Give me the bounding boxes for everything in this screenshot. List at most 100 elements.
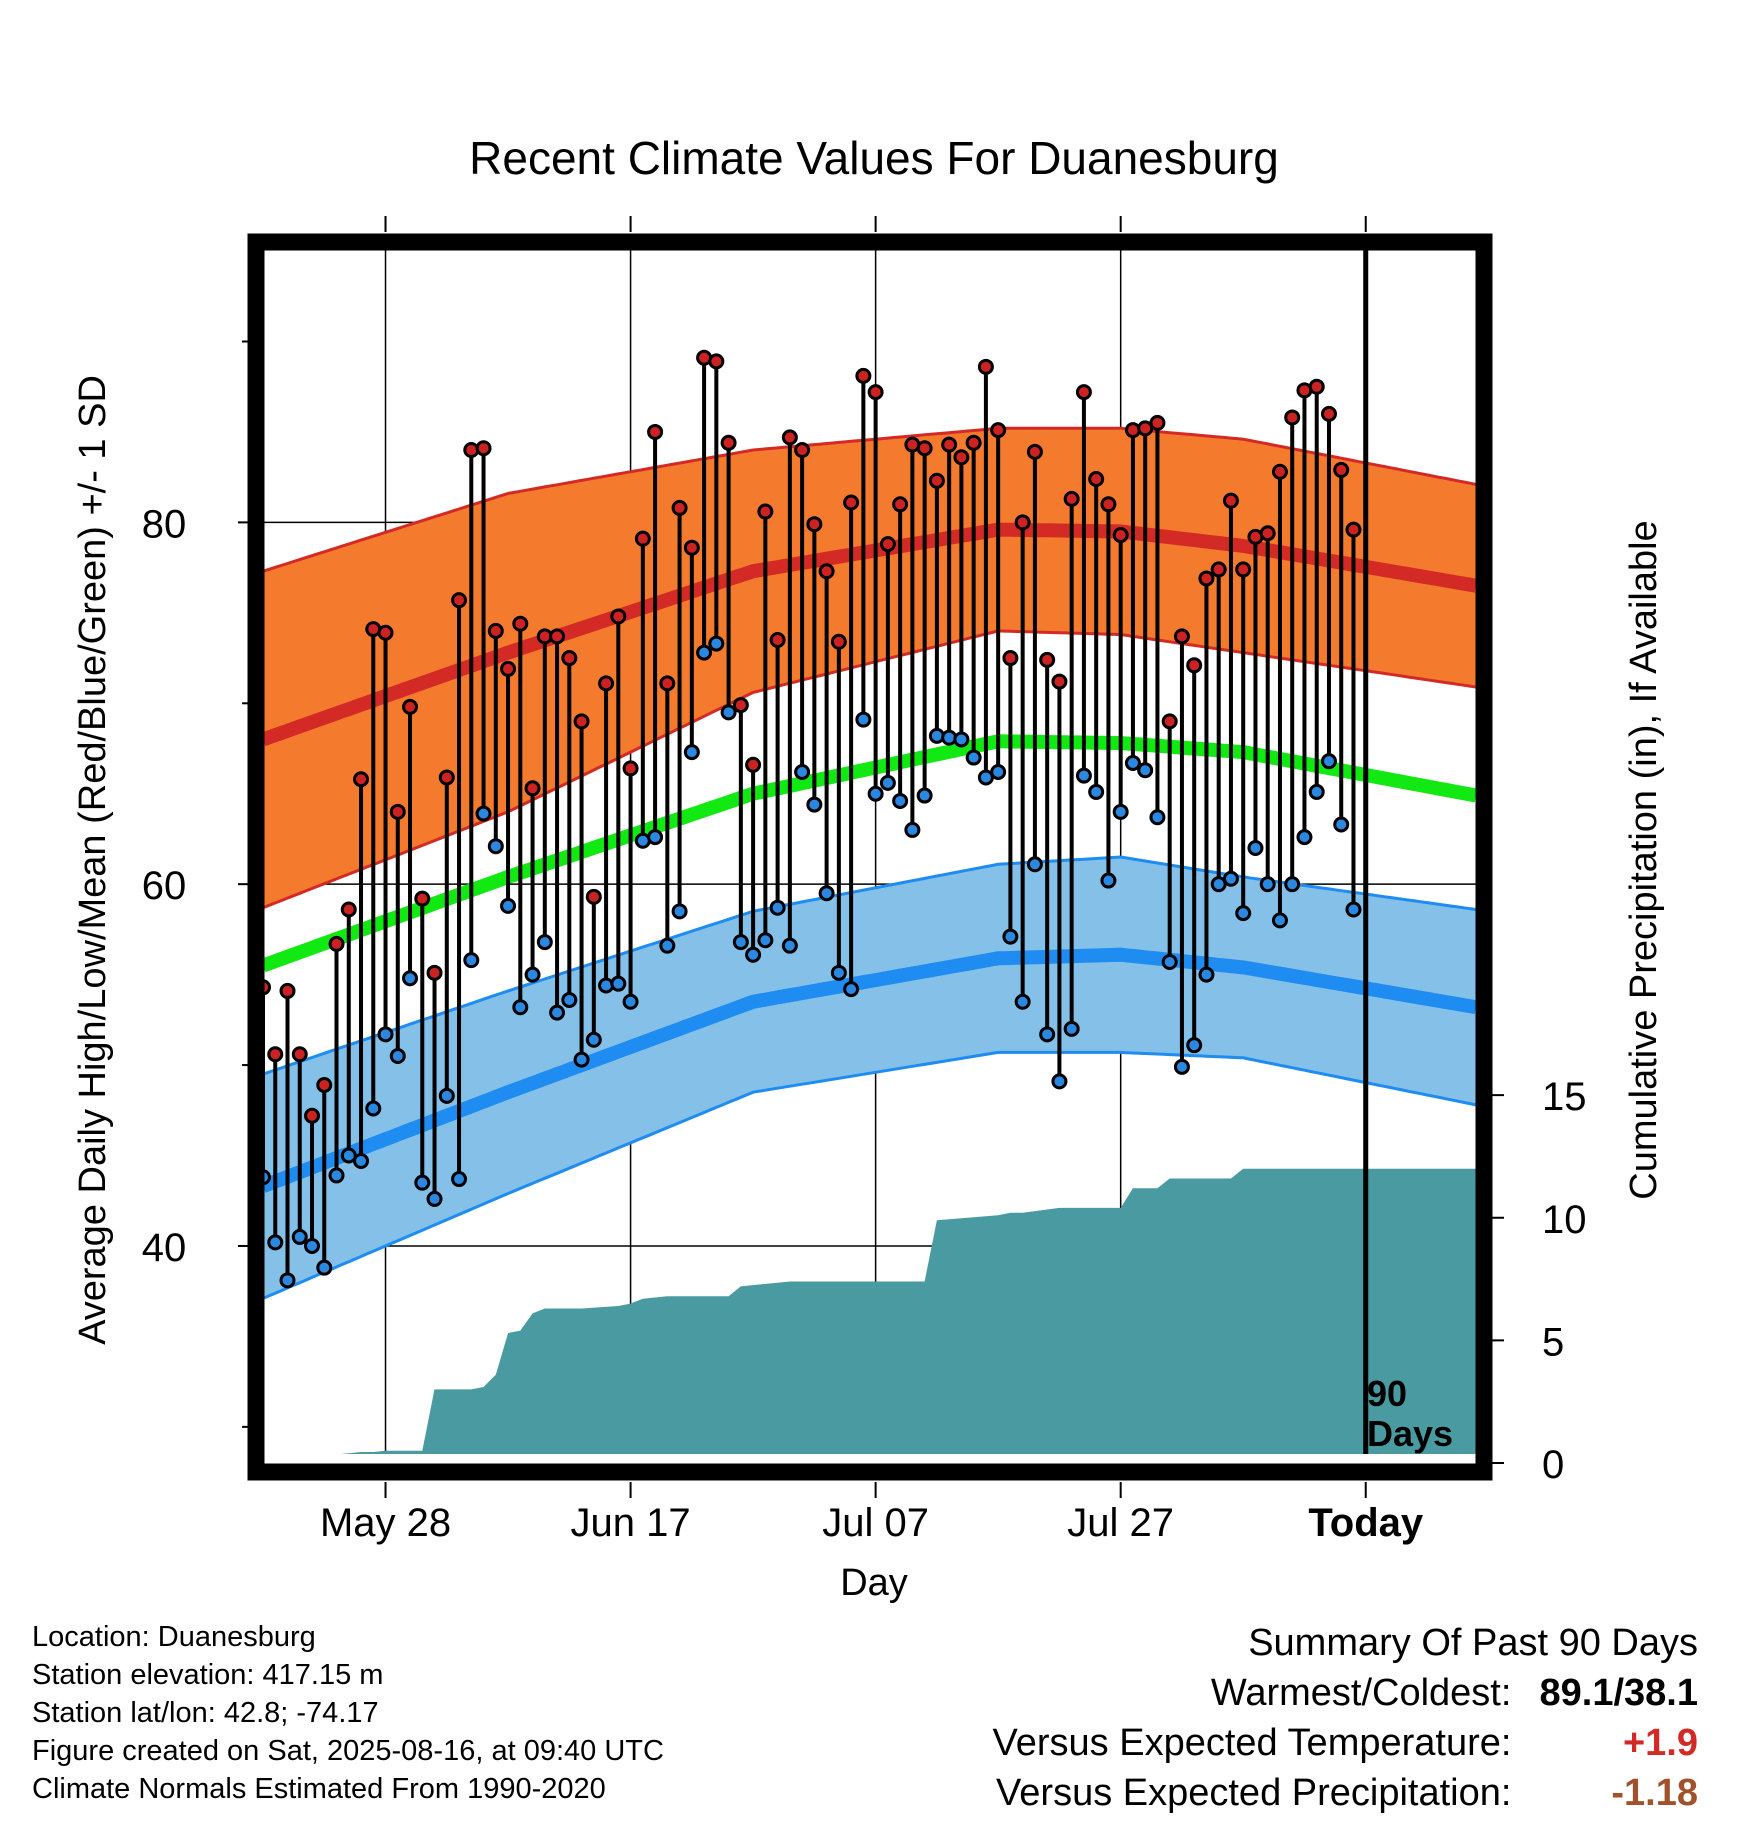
high-point [1002,650,1019,667]
high-point [757,503,774,520]
low-point [1149,809,1166,826]
low-point [1039,1026,1056,1043]
low-point [671,903,688,920]
high-point [928,472,945,489]
high-point [794,442,811,459]
low-point [524,966,541,983]
x-tick-label: Jul 27 [1067,1501,1174,1545]
high-point [953,449,970,466]
high-point [671,499,688,516]
low-point [279,1272,296,1289]
low-point [1345,901,1362,918]
high-point [1271,463,1288,480]
low-point [1320,753,1337,770]
high-point [647,423,664,440]
low-point [745,946,762,963]
y-axis-right: 0 5 10 15 [1488,1075,1587,1487]
summary-heading: Summary Of Past 90 Days [1248,1622,1698,1664]
high-point [328,935,345,952]
low-point [1075,767,1092,784]
low-point [892,792,909,809]
low-point [1051,1073,1068,1090]
x-tick-label: Jul 07 [822,1501,929,1545]
high-point [585,888,602,905]
high-point [941,436,958,453]
summary-panel: Summary Of Past 90 Days Warmest/Coldest:… [993,1618,1698,1818]
station-info: Location: Duanesburg Station elevation: … [32,1618,664,1808]
low-point [585,1031,602,1048]
low-point [867,785,884,802]
high-point [500,660,517,677]
low-point [696,644,713,661]
high-point [451,592,468,609]
low-point [500,897,517,914]
low-point [1259,876,1276,893]
high-point [1161,713,1178,730]
high-point [549,628,566,645]
high-point [1173,628,1190,645]
low-point [263,1169,271,1186]
summary-precip-row: Versus Expected Precipitation: -1.18 [993,1768,1698,1818]
today-days-word: Days [1367,1413,1453,1454]
x-tick-label: May 28 [320,1501,451,1545]
low-point [1124,754,1141,771]
summary-temp-value: +1.9 [1622,1722,1698,1764]
high-point [267,1046,284,1063]
climate-chart: Recent Climate Values For Duanesburg 90 … [72,132,1665,1604]
low-point [438,1087,455,1104]
high-point [316,1076,333,1093]
high-point [1259,525,1276,542]
low-point [1112,803,1129,820]
low-point [1186,1037,1203,1054]
y-tick-label: 40 [142,1226,187,1270]
high-point [1320,405,1337,422]
y2-tick-label: 5 [1542,1320,1564,1364]
low-point [720,704,737,721]
high-point [304,1107,321,1124]
high-point [683,539,700,556]
high-point [867,384,884,401]
high-point [389,803,406,820]
high-point [708,353,725,370]
high-point [1345,521,1362,538]
high-point [1063,490,1080,507]
high-point [561,650,578,667]
y-axis-label: Average Daily High/Low/Mean (Red/Blue/Gr… [72,375,114,1345]
low-point [1088,783,1105,800]
low-point [304,1237,321,1254]
low-point [402,970,419,987]
high-point [977,358,994,375]
info-normals: Climate Normals Estimated From 1990-2020 [32,1773,606,1805]
low-point [1173,1058,1190,1075]
high-point [426,964,443,981]
low-point [549,1004,566,1021]
chart-title: Recent Climate Values For Duanesburg [469,132,1279,184]
high-point [279,982,296,999]
low-point [1333,816,1350,833]
high-point [745,756,762,773]
low-point [267,1234,284,1251]
low-point [990,764,1007,781]
info-elevation: Station elevation: 417.15 m [32,1659,384,1691]
mean-normal-line [263,734,1476,973]
low-point [879,774,896,791]
high-point [610,608,627,625]
low-point [855,711,872,728]
y2-tick-label: 0 [1542,1443,1564,1487]
low-point [1271,912,1288,929]
high-lower-edge [263,629,1476,910]
info-created: Figure created on Sat, 2025-08-16, at 09… [32,1735,664,1767]
high-point [573,713,590,730]
precipitation-area [340,1168,1476,1454]
low-point [328,1167,345,1184]
high-sd-band [263,428,1476,908]
high-point [916,440,933,457]
high-point [843,494,860,511]
low-point [512,999,529,1016]
high-point [487,622,504,639]
high-point [879,536,896,553]
y-tick-label: 80 [142,502,187,546]
high-point [990,422,1007,439]
x-tick-label: Jun 17 [571,1501,691,1545]
low-point [916,787,933,804]
